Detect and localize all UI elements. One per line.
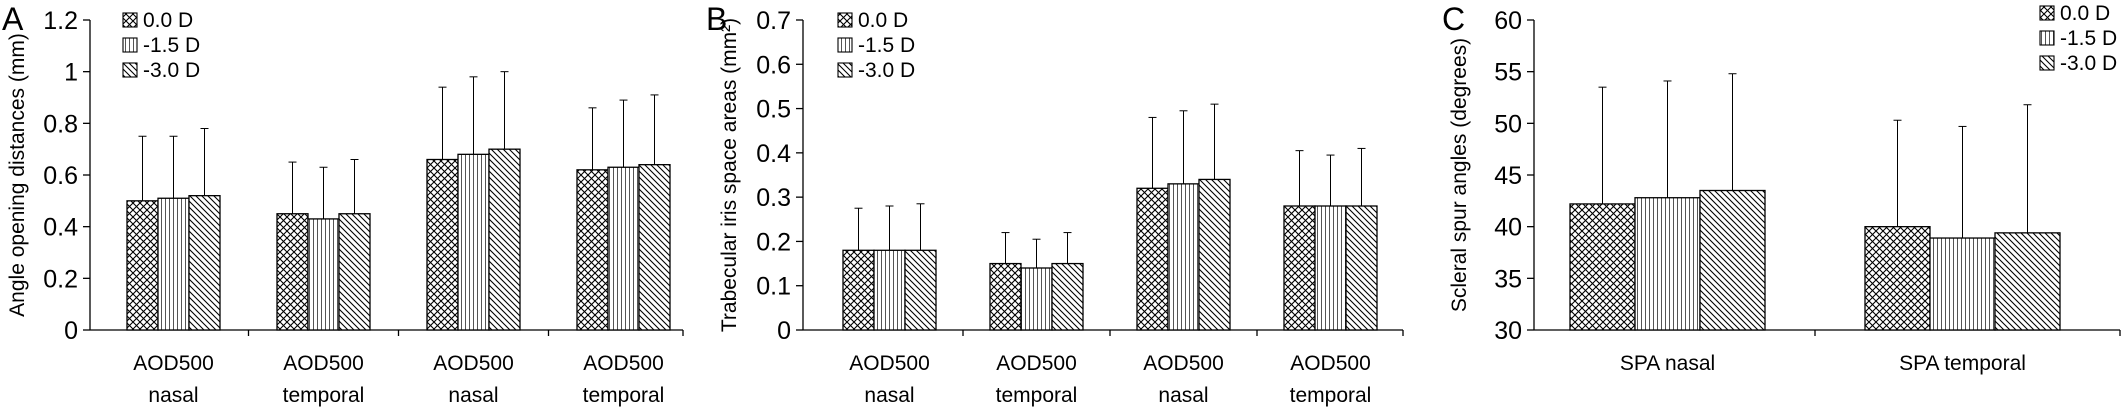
legend-swatch [837, 37, 853, 53]
y-tick-label: 0 [64, 317, 78, 345]
legend-swatch [122, 37, 138, 53]
legend-swatch [837, 12, 853, 28]
x-category-label: temporal [996, 384, 1078, 407]
y-tick-label: 0.4 [43, 214, 78, 242]
bar [638, 164, 671, 331]
y-tick-label: 0.2 [43, 265, 78, 293]
bar [576, 169, 609, 331]
bar [188, 195, 221, 331]
bar [1136, 187, 1169, 331]
y-tick-label: 45 [1494, 162, 1522, 190]
x-category-label: AOD500 [283, 352, 364, 375]
y-tick-label: 0.2 [756, 228, 791, 256]
bar [1994, 232, 2061, 331]
panel-a-letter: A [2, 1, 24, 37]
legend-label: 0.0 D [2060, 2, 2110, 25]
bar [1051, 262, 1084, 331]
x-category-label: AOD500 [1290, 352, 1371, 375]
x-category-label: SPA temporal [1899, 352, 2026, 375]
bar [126, 200, 159, 331]
x-category-label: AOD500 [849, 352, 930, 375]
y-tick-label: 0.6 [756, 51, 791, 79]
y-tick-label: 40 [1494, 214, 1522, 242]
bar [989, 262, 1022, 331]
x-category-label: AOD500 [1143, 352, 1224, 375]
y-tick-label: 0.3 [756, 184, 791, 212]
x-category-label: AOD500 [583, 352, 664, 375]
legend-label: -1.5 D [143, 34, 200, 57]
legend-label: 0.0 D [858, 9, 908, 32]
x-category-label: AOD500 [433, 352, 514, 375]
y-tick-label: 0.5 [756, 96, 791, 124]
bar [307, 218, 340, 331]
bar [1929, 237, 1996, 331]
y-tick-label: 0.8 [43, 110, 78, 138]
x-category-label: SPA nasal [1620, 352, 1715, 375]
bar [1167, 183, 1200, 331]
panel-b: B Trabecular iris space areas (mm²) 0 0.1… [706, 1, 1404, 407]
y-tick-label: 0.7 [756, 7, 791, 35]
x-category-label: temporal [1290, 384, 1372, 407]
bar [1569, 203, 1636, 331]
legend-label: -1.5 D [2060, 27, 2117, 50]
y-tick-label: 1.2 [43, 7, 78, 35]
x-category-label: nasal [864, 384, 914, 407]
bar [904, 249, 937, 331]
bar [1020, 267, 1053, 331]
panel-a: A Angle opening distances (mm) 0 0.2 0.4 0.… [2, 1, 684, 407]
legend-swatch [2039, 55, 2055, 71]
panel-b-letter: B [706, 1, 727, 37]
panel-c: C Scleral spur angles (degrees) 30 35 40 45… [1442, 1, 2121, 375]
x-category-label: temporal [283, 384, 365, 407]
x-category-label: AOD500 [996, 352, 1077, 375]
y-tick-label: 55 [1494, 59, 1522, 87]
x-category-label: nasal [1158, 384, 1208, 407]
legend-label: -3.0 D [143, 59, 200, 82]
legend-label: -3.0 D [858, 59, 915, 82]
x-category-label: AOD500 [133, 352, 214, 375]
panel-a-y-axis-label: Angle opening distances (mm) [6, 33, 29, 317]
bar [1699, 189, 1766, 331]
bar [1634, 197, 1701, 331]
bar [1283, 205, 1316, 331]
y-tick-label: 35 [1494, 265, 1522, 293]
panel-b-y-axis-label: Trabecular iris space areas (mm²) [718, 18, 741, 332]
bar [457, 153, 490, 331]
y-tick-label: 1 [64, 59, 78, 87]
bar [157, 197, 190, 331]
legend-swatch [2039, 5, 2055, 21]
panel-c-letter: C [1442, 1, 1465, 37]
bar [607, 166, 640, 331]
bar [1864, 226, 1931, 331]
bar [488, 148, 521, 331]
legend-swatch [122, 62, 138, 78]
y-tick-label: 30 [1494, 317, 1522, 345]
bar [426, 158, 459, 331]
y-tick-label: 50 [1494, 110, 1522, 138]
x-category-label: temporal [583, 384, 665, 407]
y-tick-label: 0.4 [756, 140, 791, 168]
bar [276, 213, 309, 331]
bar [338, 213, 371, 331]
legend-label: 0.0 D [143, 9, 193, 32]
legend-label: -3.0 D [2060, 52, 2117, 75]
y-tick-label: 0.6 [43, 162, 78, 190]
legend-swatch [2039, 30, 2055, 46]
bar [873, 249, 906, 331]
legend-label: -1.5 D [858, 34, 915, 57]
panel-c-y-axis-label: Scleral spur angles (degrees) [1448, 38, 1471, 312]
legend-swatch [837, 62, 853, 78]
x-category-label: nasal [448, 384, 498, 407]
bar [1345, 205, 1378, 331]
bar [842, 249, 875, 331]
y-tick-label: 0 [777, 317, 791, 345]
legend-swatch [122, 12, 138, 28]
y-tick-label: 60 [1494, 7, 1522, 35]
x-category-label: nasal [148, 384, 198, 407]
bar [1314, 205, 1347, 331]
y-tick-label: 0.1 [756, 273, 791, 301]
bar [1198, 178, 1231, 331]
